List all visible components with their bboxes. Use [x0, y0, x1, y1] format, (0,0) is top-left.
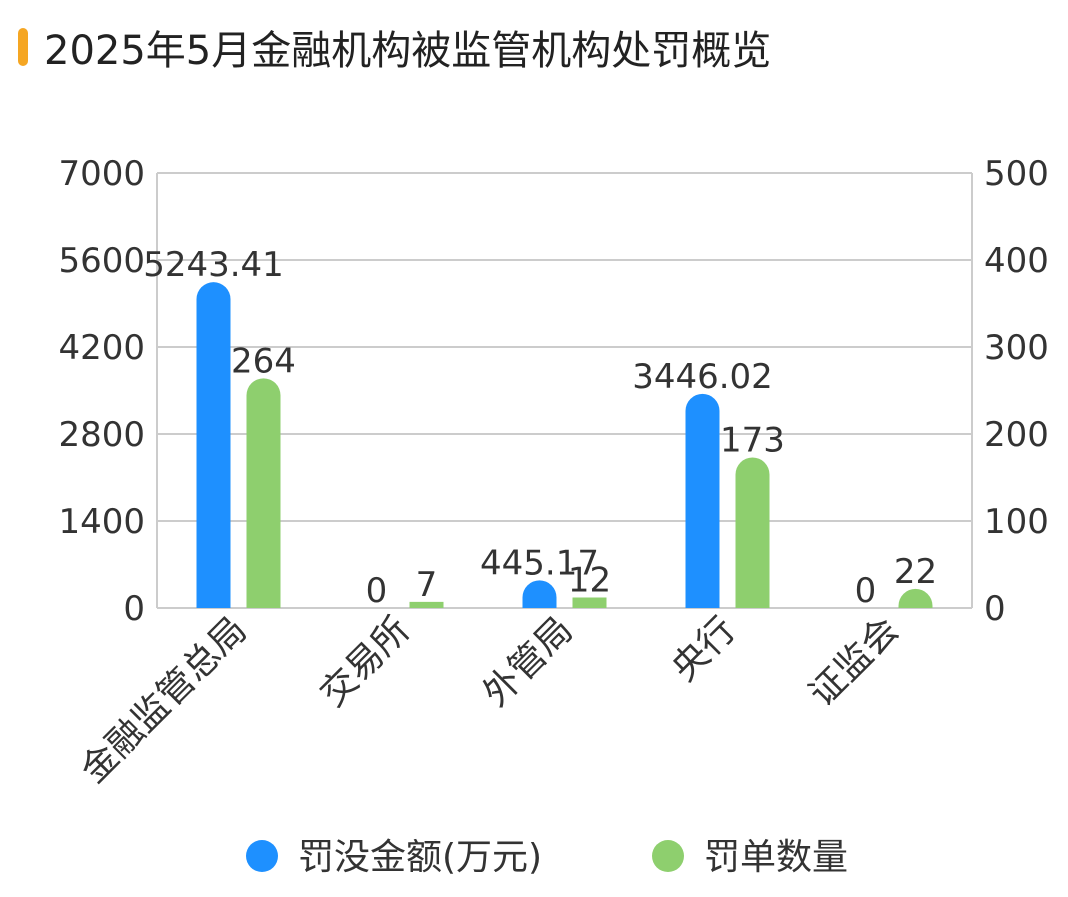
- x-category-label: 外管局: [475, 609, 580, 714]
- y-left-tick-label: 0: [123, 589, 145, 629]
- data-label-series-1: 0: [855, 571, 877, 611]
- y-left-tick-label: 5600: [58, 241, 145, 281]
- data-label-series-2: 22: [894, 552, 937, 592]
- y-right-tick-label: 500: [984, 154, 1049, 194]
- bar-series-2: [572, 597, 607, 608]
- bar-series-2: [409, 601, 444, 608]
- y-right-tick-label: 100: [984, 502, 1049, 542]
- y-right-tick-label: 200: [984, 415, 1049, 455]
- data-label-series-1: 3446.02: [632, 357, 773, 397]
- x-category-label: 交易所: [312, 609, 417, 714]
- data-label-series-2: 264: [231, 341, 296, 381]
- bar-series-2: [735, 457, 770, 608]
- legend-marker: [246, 840, 278, 872]
- data-label-series-1: 445.17: [480, 543, 599, 583]
- title-accent-bar: [18, 28, 28, 66]
- chart-title: 2025年5月金融机构被监管机构处罚概览: [44, 28, 772, 74]
- data-label-series-1: 0: [366, 571, 388, 611]
- grid-lines: [157, 172, 972, 609]
- bar-series-2: [246, 378, 281, 608]
- chart-title-bar: 2025年5月金融机构被监管机构处罚概览: [18, 22, 771, 74]
- data-label-series-2: 173: [720, 420, 785, 460]
- legend-label: 罚单数量: [704, 837, 848, 878]
- legend-marker: [652, 840, 684, 872]
- x-category-label: 证监会: [801, 609, 906, 714]
- y-right-tick-label: 400: [984, 241, 1049, 281]
- y-right-tick-label: 300: [984, 328, 1049, 368]
- y-left-tick-label: 4200: [58, 328, 145, 368]
- y-left-tick-label: 1400: [58, 502, 145, 542]
- y-right-tick-label: 0: [984, 589, 1006, 629]
- bars: [196, 282, 933, 608]
- y-left-tick-label: 2800: [58, 415, 145, 455]
- x-category-label: 央行: [664, 609, 744, 689]
- bar-series-1: [685, 393, 720, 608]
- y-left-tick-label: 7000: [58, 154, 145, 194]
- legend-label: 罚没金额(万元): [298, 837, 542, 878]
- legend: 罚没金额(万元) 罚单数量: [246, 837, 848, 878]
- data-label-series-2: 7: [416, 565, 438, 605]
- bar-series-1: [196, 282, 231, 608]
- x-category-label: 金融监管总局: [73, 609, 255, 791]
- bar-series-1: [522, 580, 557, 608]
- data-label-series-1: 5243.41: [143, 245, 284, 285]
- data-label-series-2: 12: [568, 561, 611, 601]
- bar-series-2: [898, 588, 933, 608]
